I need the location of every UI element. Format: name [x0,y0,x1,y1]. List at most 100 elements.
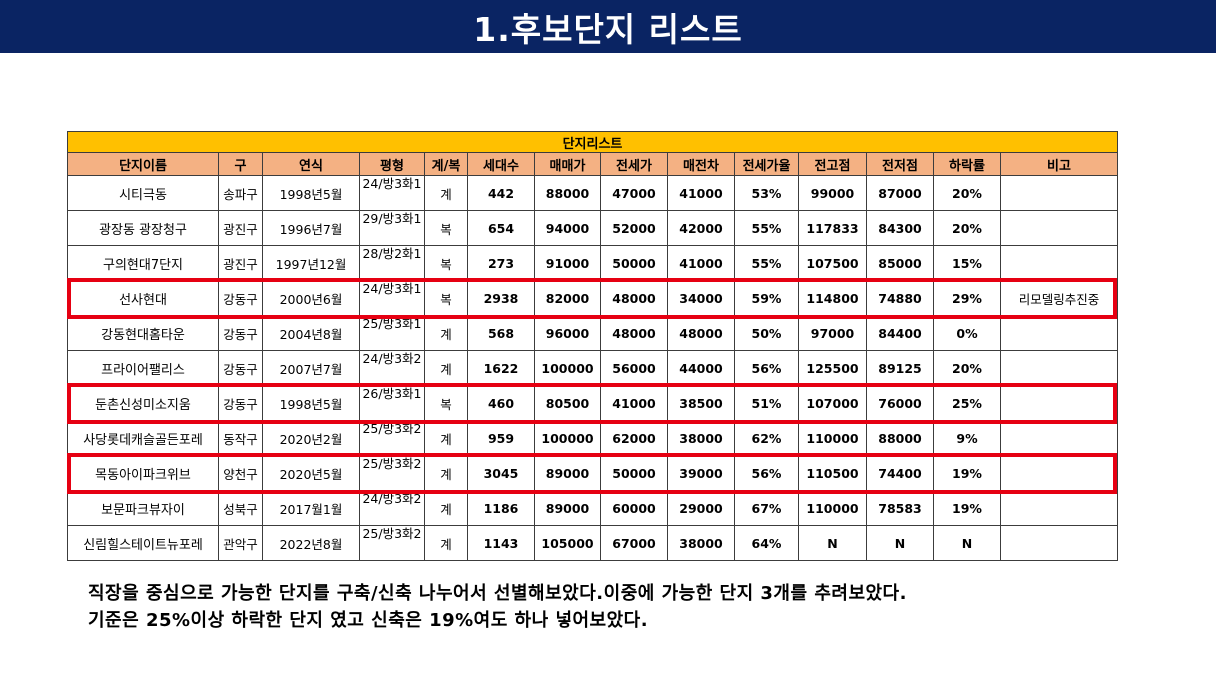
cell-name: 구의현대7단지 [67,245,219,281]
column-header-note: 비고 [1000,152,1118,176]
cell-yr: 2000년6월 [262,280,360,316]
cell-yr: 2004년8월 [262,315,360,351]
cell-ratio: 50% [734,315,799,351]
cell-note [1000,420,1118,456]
page-header: 1.후보단지 리스트 [0,0,1216,53]
column-header-low: 전저점 [866,152,934,176]
cell-size: 29/방3화1 [359,210,425,246]
cell-gu: 송파구 [218,175,263,211]
cell-gap: 38000 [667,525,735,561]
cell-note [1000,350,1118,386]
cell-note [1000,315,1118,351]
cell-typ: 계 [424,525,468,561]
cell-size: 24/방3화1 [359,280,425,316]
cell-typ: 계 [424,315,468,351]
cell-size: 25/방3화1 [359,315,425,351]
summary-text: 직장을 중심으로 가능한 단지를 구축/신축 나누어서 선별해보았다.이중에 가… [88,580,1198,634]
column-header-yr: 연식 [262,152,360,176]
cell-note [1000,210,1118,246]
column-header-jeonse: 전세가 [600,152,668,176]
cell-drop: 19% [933,490,1001,526]
cell-sale: 96000 [534,315,601,351]
cell-drop: 25% [933,385,1001,421]
cell-gap: 38500 [667,385,735,421]
cell-jeonse: 41000 [600,385,668,421]
cell-typ: 계 [424,175,468,211]
cell-note [1000,385,1118,421]
cell-size: 25/방3화2 [359,420,425,456]
cell-drop: 29% [933,280,1001,316]
cell-gap: 39000 [667,455,735,491]
complex-list-table: 단지리스트 단지이름 구 연식 평형 계/복 세대수 매매가 전세가 매전차 전세가율 전고점 전저점… [67,131,1118,561]
cell-high: 125500 [798,350,867,386]
cell-gap: 44000 [667,350,735,386]
table-row: 광장동 광장청구 광진구 1996년7월 29/방3화1 복 654 94000 52000 4… [67,210,1118,246]
cell-ratio: 62% [734,420,799,456]
cell-high: 114800 [798,280,867,316]
cell-gap: 29000 [667,490,735,526]
cell-size: 25/방3화2 [359,455,425,491]
cell-high: 107000 [798,385,867,421]
cell-gap: 42000 [667,210,735,246]
cell-note [1000,455,1118,491]
cell-sale: 89000 [534,490,601,526]
cell-gu: 강동구 [218,315,263,351]
column-header-gap: 매전차 [667,152,735,176]
cell-gap: 48000 [667,315,735,351]
cell-ratio: 53% [734,175,799,211]
cell-size: 26/방3화1 [359,385,425,421]
cell-name: 시티극동 [67,175,219,211]
cell-hh: 568 [467,315,535,351]
page-title: 1.후보단지 리스트 [473,9,743,49]
cell-hh: 959 [467,420,535,456]
cell-hh: 442 [467,175,535,211]
cell-ratio: 55% [734,210,799,246]
cell-high: 107500 [798,245,867,281]
column-header-sale: 매매가 [534,152,601,176]
cell-yr: 2007년7월 [262,350,360,386]
cell-low: 89125 [866,350,934,386]
cell-name: 선사현대 [67,280,219,316]
cell-note: 리모델링추진중 [1000,280,1118,316]
cell-typ: 계 [424,455,468,491]
cell-ratio: 67% [734,490,799,526]
cell-drop: 20% [933,175,1001,211]
cell-yr: 2017월1월 [262,490,360,526]
cell-sale: 82000 [534,280,601,316]
cell-drop: 20% [933,210,1001,246]
cell-gu: 관악구 [218,525,263,561]
cell-jeonse: 60000 [600,490,668,526]
table-row: 프라이어팰리스 강동구 2007년7월 24/방3화2 계 1622 100000 56000… [67,350,1118,386]
cell-jeonse: 62000 [600,420,668,456]
cell-jeonse: 56000 [600,350,668,386]
cell-jeonse: 48000 [600,315,668,351]
cell-hh: 1186 [467,490,535,526]
cell-drop: 9% [933,420,1001,456]
cell-low: 84300 [866,210,934,246]
cell-typ: 복 [424,210,468,246]
table-row: 보문파크뷰자이 성북구 2017월1월 24/방3화2 계 1186 89000 60000 2… [67,490,1118,526]
cell-low: 84400 [866,315,934,351]
cell-hh: 2938 [467,280,535,316]
cell-hh: 460 [467,385,535,421]
summary-line-1: 직장을 중심으로 가능한 단지를 구축/신축 나누어서 선별해보았다.이중에 가… [88,583,907,604]
cell-gu: 광진구 [218,245,263,281]
column-header-gu: 구 [218,152,263,176]
cell-jeonse: 52000 [600,210,668,246]
cell-typ: 복 [424,280,468,316]
cell-high: 110500 [798,455,867,491]
cell-drop: 19% [933,455,1001,491]
cell-jeonse: 48000 [600,280,668,316]
cell-yr: 1998년5월 [262,385,360,421]
cell-hh: 3045 [467,455,535,491]
table-row: 둔촌신성미소지움 강동구 1998년5월 26/방3화1 복 460 80500 41000 3… [67,385,1118,421]
column-header-typ: 계/복 [424,152,468,176]
cell-drop: N [933,525,1001,561]
column-header-hh: 세대수 [467,152,535,176]
cell-typ: 계 [424,420,468,456]
cell-hh: 1622 [467,350,535,386]
table-row: 시티극동 송파구 1998년5월 24/방3화1 계 442 88000 47000 41000… [67,175,1118,211]
cell-gap: 41000 [667,175,735,211]
table-row: 목동아이파크위브 양천구 2020년5월 25/방3화2 계 3045 89000 50000… [67,455,1118,491]
cell-note [1000,525,1118,561]
